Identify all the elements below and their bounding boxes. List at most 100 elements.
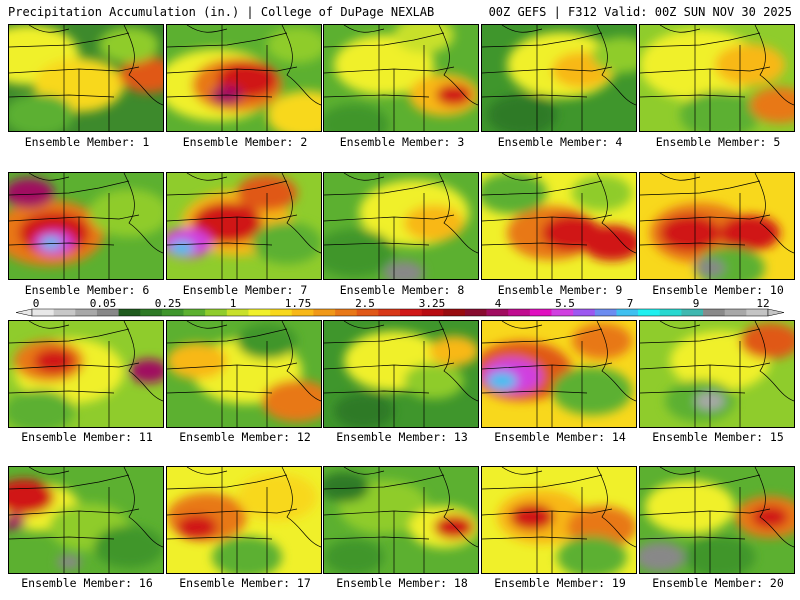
precip-blob [384,261,424,279]
state-boundary [640,94,746,98]
state-boundary [640,328,761,344]
precip-blob [89,189,163,237]
precip-blob [750,87,794,123]
ensemble-member-label: Ensemble Member: 12 [179,430,311,444]
precip-field-map [167,321,321,427]
state-boundary [123,173,163,254]
precip-blob [324,472,369,502]
state-boundary [754,173,794,254]
state-boundary [9,66,140,74]
ensemble-panel [481,24,637,132]
precip-blob [436,84,472,106]
ensemble-member-label: Ensemble Member: 2 [182,135,308,149]
state-boundary [123,25,163,106]
precip-blob [640,29,760,101]
state-boundary [343,25,385,33]
ensemble-member-label: Ensemble Member: 5 [655,135,781,149]
precip-blob [324,229,394,277]
ensemble-panel [639,466,795,574]
precip-blob [324,104,389,131]
state-boundary [281,25,321,106]
precip-blob [487,372,517,390]
ensemble-member-label: Ensemble Member: 8 [339,283,465,297]
legend-swatch [681,309,704,316]
state-boundary [501,25,543,33]
precip-field-map [482,467,636,573]
state-boundary [482,32,603,48]
precip-field-map [9,173,163,279]
legend-swatch [356,309,379,316]
legend-swatch [270,309,293,316]
precip-blob [119,57,163,93]
state-boundary [167,180,288,196]
precip-field-map [9,467,163,573]
precip-field-map [324,321,478,427]
precip-blob [557,536,627,573]
ensemble-panel [639,320,795,428]
precip-blob [394,25,454,53]
ensemble-member-label: Ensemble Member: 1 [24,135,150,149]
state-boundary [167,362,298,370]
precip-field-map [9,321,163,427]
legend-swatch [443,309,466,316]
precip-field-map [482,173,636,279]
ensemble-panel [639,24,795,132]
legend-swatch [226,309,249,316]
precip-blob [660,215,720,251]
legend-swatch [529,309,552,316]
precip-blob [487,94,557,131]
precip-blob [582,225,636,261]
ensemble-panel [481,466,637,574]
ensemble-member-label: Ensemble Member: 7 [182,283,308,297]
state-boundary [167,94,273,98]
state-boundary [186,321,228,329]
state-boundary [28,173,70,181]
precip-blob [170,240,194,256]
state-boundary [640,536,746,540]
ensemble-panel [166,466,322,574]
ensemble-panel [166,320,322,428]
legend-swatch [378,309,401,316]
state-boundary [482,474,603,490]
state-boundary [28,25,70,33]
legend-swatch [638,309,661,316]
ensemble-panel [8,172,164,280]
state-boundary [640,66,771,74]
legend-swatch [313,309,336,316]
state-boundary [324,32,445,48]
ensemble-member-label: Ensemble Member: 20 [652,576,784,590]
state-boundary [482,214,613,222]
legend-swatch [335,309,358,316]
precip-blob [572,175,632,211]
state-boundary [596,467,636,548]
legend-swatch [573,309,596,316]
ensemble-panel [323,172,479,280]
state-boundary [9,32,130,48]
state-boundary [640,32,761,48]
state-boundary [659,467,701,475]
ensemble-member-label: Ensemble Member: 4 [497,135,623,149]
precip-blob [94,526,163,568]
state-boundary [324,390,430,394]
legend-swatch [96,309,119,316]
precip-blob [434,515,474,539]
precip-field-map [640,173,794,279]
state-boundary [754,321,794,402]
legend-swatch [551,309,574,316]
state-boundary [123,321,163,402]
legend-swatch [486,309,509,316]
legend-swatch [724,309,747,316]
state-boundary [501,321,543,329]
state-boundary [9,508,140,516]
state-boundary [167,390,273,394]
legend-tick-label: 5.5 [555,297,575,310]
state-boundary [167,32,288,48]
precip-blob [99,27,159,63]
precip-blob [41,237,61,249]
precip-blob [482,173,547,214]
ensemble-panel [8,24,164,132]
ensemble-member-label: Ensemble Member: 19 [494,576,626,590]
state-boundary [482,390,588,394]
legend-swatch [53,309,76,316]
state-boundary [9,362,140,370]
